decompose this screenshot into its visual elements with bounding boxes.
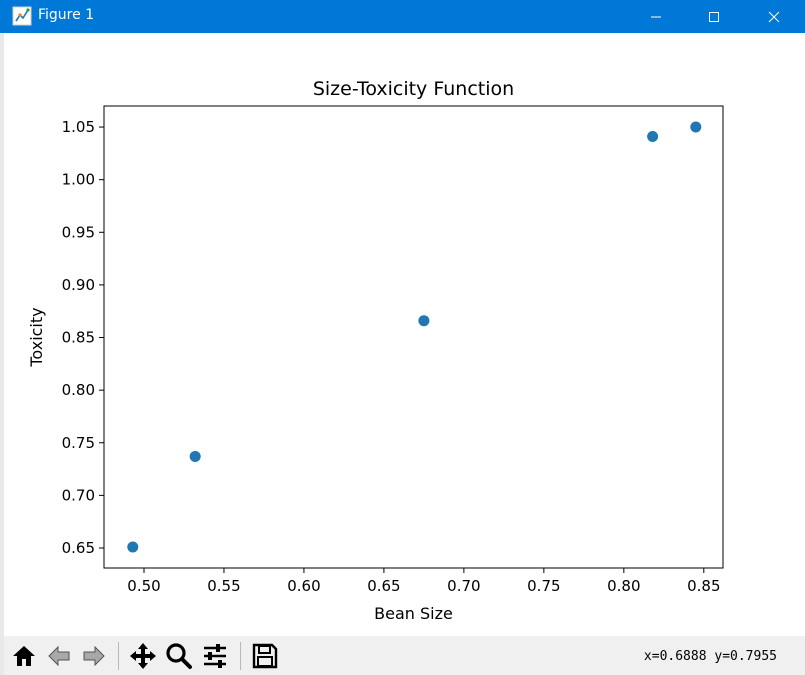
x-axis-label: Bean Size: [374, 604, 453, 623]
sliders-icon: [204, 644, 226, 668]
toolbar-separator: [240, 642, 241, 670]
forward-button[interactable]: [78, 640, 110, 672]
scatter-point: [690, 121, 702, 133]
close-icon: [768, 11, 780, 22]
y-tick-label: 0.85: [62, 329, 95, 347]
home-button[interactable]: [8, 640, 40, 672]
cursor-x-readout: x=0.6888: [643, 649, 707, 664]
x-tick-label: 0.55: [207, 577, 240, 595]
window-title: Figure 1: [38, 7, 95, 23]
scatter-point: [647, 131, 659, 143]
figure-canvas[interactable]: Size-Toxicity Function 0.65 0.70 0.75 0.80 0…: [4, 33, 805, 640]
y-tick-label: 1.05: [62, 118, 95, 136]
move-icon: [130, 643, 156, 669]
scatter-point: [189, 450, 201, 462]
y-axis-label: Toxicity: [27, 307, 46, 367]
y-tick-label: 0.80: [62, 381, 95, 399]
maximize-button[interactable]: [691, 0, 737, 33]
axes-frame: [103, 105, 724, 569]
back-arrow-icon: [48, 645, 70, 667]
minimize-button[interactable]: [633, 0, 679, 33]
x-tick-label: 0.65: [367, 577, 400, 595]
pan-button[interactable]: [127, 640, 159, 672]
matplotlib-app-icon: [12, 6, 32, 26]
y-tick-label: 0.90: [62, 276, 95, 294]
navigation-toolbar: x=0.6888 y=0.7955: [4, 636, 805, 675]
back-button[interactable]: [43, 640, 75, 672]
scatter-chart: Size-Toxicity Function 0.650.700.750.800…: [4, 33, 805, 636]
x-tick-label: 0.70: [447, 577, 480, 595]
save-button[interactable]: [249, 640, 281, 672]
x-tick-label: 0.60: [287, 577, 320, 595]
scatter-point: [127, 541, 139, 553]
y-tick-label: 0.75: [62, 434, 95, 452]
y-tick-label: 0.95: [62, 223, 95, 241]
minimize-icon: [651, 16, 661, 17]
title-bar: Figure 1: [0, 0, 805, 33]
cursor-y-readout: y=0.7955: [714, 649, 777, 664]
cursor-coordinates: x=0.6888 y=0.7955: [644, 649, 777, 664]
home-icon: [13, 646, 35, 666]
window-left-edge: [0, 33, 4, 675]
x-tick-label: 0.75: [527, 577, 560, 595]
scatter-point: [418, 315, 430, 327]
y-tick-label: 1.00: [62, 171, 95, 189]
floppy-disk-icon: [252, 643, 278, 669]
x-tick-label: 0.50: [127, 577, 160, 595]
forward-arrow-icon: [83, 645, 105, 667]
zoom-button[interactable]: [163, 640, 195, 672]
x-tick-label: 0.80: [607, 577, 640, 595]
maximize-icon: [709, 11, 719, 22]
y-tick-label: 0.70: [62, 486, 95, 504]
x-tick-label: 0.85: [687, 577, 720, 595]
configure-subplots-button[interactable]: [199, 640, 231, 672]
y-tick-label: 0.65: [62, 539, 95, 557]
toolbar-separator: [118, 642, 119, 670]
chart-title: Size-Toxicity Function: [313, 78, 514, 100]
y-axis: 0.65 0.70 0.75 0.80 0.85 0.90 0.95 1.00 1.05: [62, 118, 104, 557]
close-button[interactable]: [751, 0, 797, 33]
data-points: [127, 121, 702, 553]
x-axis: 0.50 0.55 0.60 0.65 0.70 0.75 0.80 0.85: [127, 568, 721, 595]
magnifier-icon: [166, 643, 192, 669]
